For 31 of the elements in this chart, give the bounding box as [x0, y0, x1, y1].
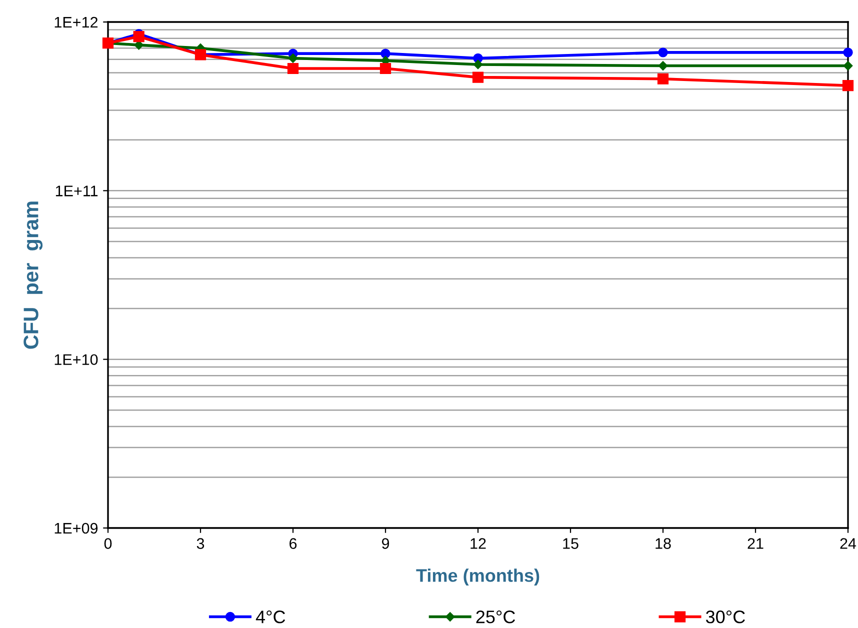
x-tick-label: 0: [104, 538, 112, 549]
point: [658, 61, 668, 70]
point: [287, 62, 299, 74]
x-tick-label: 9: [382, 538, 390, 549]
point: [843, 61, 853, 70]
point: [288, 54, 298, 63]
point: [842, 80, 854, 92]
x-tick-label: 6: [290, 538, 297, 549]
point: [657, 73, 669, 84]
x-tick-label: 24: [840, 538, 856, 549]
point: [658, 48, 668, 58]
point: [133, 30, 144, 42]
point: [473, 60, 483, 70]
point: [472, 72, 484, 83]
legend-label: 25°C: [476, 610, 516, 624]
point: [380, 48, 390, 58]
y-tick-label: 1E+10: [54, 354, 98, 366]
x-tick-label: 15: [563, 538, 578, 549]
x-axis-title: Time (months): [416, 568, 540, 586]
point: [843, 48, 853, 58]
legend-label: 4°C: [256, 610, 286, 624]
y-tick-label: 1E+11: [56, 186, 98, 196]
x-tick-label: 3: [196, 538, 204, 549]
point: [380, 62, 392, 74]
x-tick-label: 12: [470, 538, 486, 549]
y-axis-title: CFU per gram: [24, 202, 43, 349]
x-tick-label: 18: [656, 538, 671, 549]
x-tick-label: 21: [748, 538, 764, 549]
y-tick-label: 1E+09: [54, 522, 98, 534]
legend-label: 30°C: [706, 610, 745, 624]
y-tick-label: 1E+12: [54, 16, 98, 28]
